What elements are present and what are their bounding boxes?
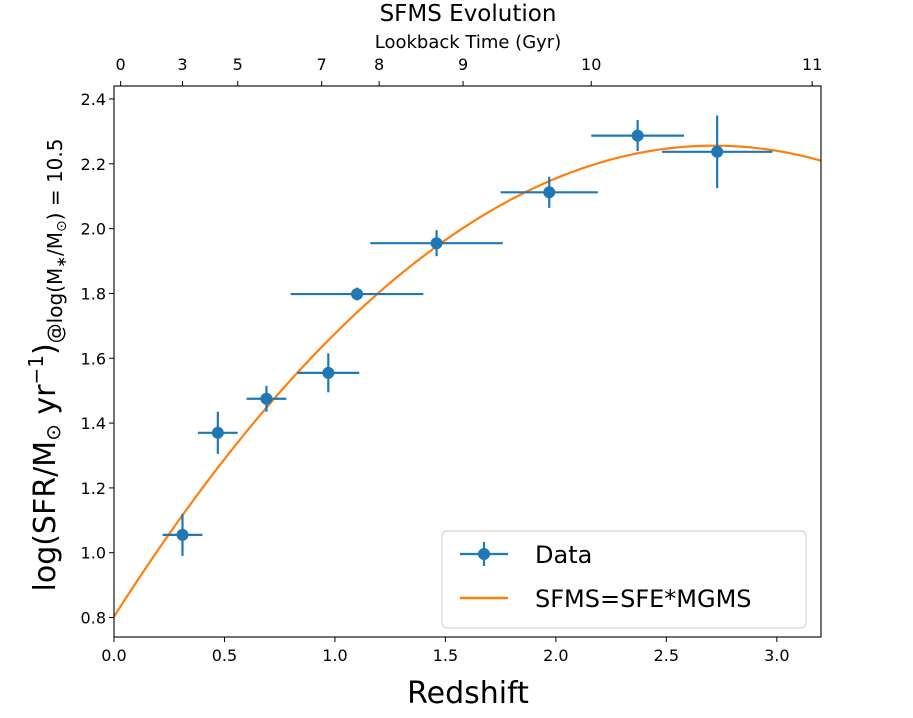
sfms-fit-curve (113, 144, 822, 618)
top-tick-label: 0 (116, 55, 126, 74)
data-point (591, 120, 685, 152)
x-tick-label: 2.0 (543, 646, 568, 665)
y-tick-label: 2.0 (81, 220, 106, 239)
data-point (246, 385, 287, 412)
data-point (162, 513, 203, 556)
top-tick-label: 5 (233, 55, 243, 74)
top-tick-label: 11 (802, 55, 822, 74)
x-tick-label: 0.5 (212, 646, 237, 665)
top-tick-label: 10 (581, 55, 601, 74)
top-axis-ticks: 0 3 5 7 8 9 10 11 (116, 55, 822, 86)
x-tick-label: 2.5 (654, 646, 679, 665)
data-point-marker (430, 237, 443, 250)
legend: Data SFMS=SFE*MGMS (441, 530, 807, 629)
y-label-sub-post: ) = 10.5 (43, 139, 67, 221)
data-point (661, 115, 773, 189)
y-axis-label: log(SFR/M⊙ yr−1)@log(M∗/M⊙) = 10.5 (24, 139, 70, 592)
top-tick-label: 9 (458, 55, 468, 74)
legend-data-label: Data (535, 541, 592, 569)
data-point-marker (351, 288, 364, 301)
y-label-sub-pre: @log(M (43, 268, 67, 344)
legend-box (441, 530, 807, 629)
data-point (290, 287, 424, 301)
legend-data-marker (460, 542, 508, 566)
data-point (370, 230, 503, 257)
top-tick-label: 7 (317, 55, 327, 74)
data-point (500, 176, 598, 208)
y-label-paren: ) (28, 343, 63, 355)
data-point-marker (631, 129, 644, 142)
data-point (197, 411, 238, 454)
x-tick-label: 0.0 (101, 646, 126, 665)
y-label-unit: yr (28, 384, 63, 424)
data-point-marker (322, 366, 335, 379)
data-point-marker (211, 426, 224, 439)
top-tick-label: 8 (374, 55, 384, 74)
x-axis-ticks: 0.0 0.5 1.0 1.5 2.0 2.5 3.0 (101, 637, 790, 665)
plot-area (113, 115, 822, 618)
data-point-marker (176, 528, 189, 541)
x-tick-label: 1.5 (433, 646, 458, 665)
data-point (297, 353, 360, 393)
y-axis-ticks: 0.8 1.0 1.2 1.4 1.6 1.8 2.0 2.2 2.4 (81, 90, 114, 628)
y-label-main: log(SFR/M (28, 441, 63, 592)
plot-frame (113, 85, 822, 638)
y-tick-label: 1.4 (81, 414, 106, 433)
legend-fit-label: SFMS=SFE*MGMS (535, 585, 752, 613)
y-label-sub-mid: /M (43, 232, 67, 256)
data-point-marker (260, 392, 273, 405)
y-label-sub-sun: ⊙ (54, 220, 70, 232)
y-tick-label: 1.6 (81, 349, 106, 368)
x-tick-label: 3.0 (764, 646, 789, 665)
y-tick-label: 2.2 (81, 155, 106, 174)
y-tick-label: 0.8 (81, 609, 106, 628)
y-tick-label: 2.4 (81, 90, 106, 109)
chart-title: SFMS Evolution (380, 1, 557, 27)
data-point-marker (543, 186, 556, 199)
y-tick-label: 1.2 (81, 479, 106, 498)
data-point-marker (711, 145, 724, 158)
top-axis-label: Lookback Time (Gyr) (375, 32, 561, 53)
x-tick-label: 1.0 (322, 646, 347, 665)
y-label-sun: ⊙ (41, 424, 65, 441)
y-tick-label: 1.8 (81, 284, 106, 303)
y-tick-label: 1.0 (81, 544, 106, 563)
top-tick-label: 3 (177, 55, 187, 74)
data-points (162, 115, 773, 556)
y-label-exp: −1 (24, 355, 48, 384)
x-axis-label: Redshift (407, 676, 529, 711)
y-label-sub-star: ∗ (54, 256, 70, 268)
